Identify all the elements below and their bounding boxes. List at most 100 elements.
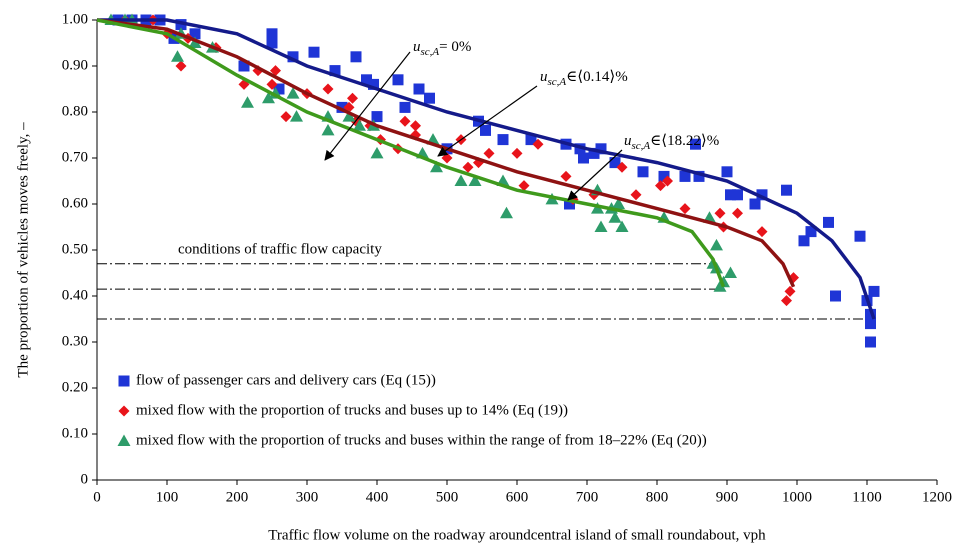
triangle-point xyxy=(710,238,723,251)
square-point xyxy=(424,92,435,104)
square-point xyxy=(865,318,876,330)
x-axis-title: Traffic flow volume on the roadway aroun… xyxy=(268,527,766,543)
diamond-point xyxy=(175,60,187,72)
fit-curve xyxy=(96,18,796,288)
diamond-point xyxy=(483,147,495,159)
x-tick-label: 800 xyxy=(646,489,669,505)
square-point xyxy=(865,308,876,320)
square-point xyxy=(361,74,372,86)
diamond-point xyxy=(118,405,130,417)
square-point xyxy=(690,138,701,150)
y-tick-label: 0.80 xyxy=(62,103,88,119)
triangle-point xyxy=(612,197,625,209)
triangle-point xyxy=(430,160,443,173)
diamond-point xyxy=(784,285,796,297)
x-tick-label: 300 xyxy=(296,489,319,505)
diamond-point xyxy=(322,83,334,95)
square-point xyxy=(578,152,589,164)
square-point xyxy=(574,143,586,155)
square-point xyxy=(588,147,600,159)
diamond-point xyxy=(270,65,281,77)
x-tick-label: 100 xyxy=(156,489,179,505)
x-tick-label: 200 xyxy=(226,489,249,505)
annotation-sub: sc,A xyxy=(632,140,651,152)
square-point xyxy=(371,111,383,123)
y-tick-label: 1.00 xyxy=(62,11,88,27)
square-point xyxy=(854,230,866,242)
square-point xyxy=(368,78,379,90)
square-point xyxy=(564,198,575,210)
y-tick-label: 0 xyxy=(81,471,89,487)
diamond-point xyxy=(518,180,530,192)
square-point xyxy=(238,60,250,72)
square-point xyxy=(480,124,491,136)
square-point xyxy=(273,83,285,95)
annotation: usc,A= 0% xyxy=(413,39,471,57)
square-point xyxy=(732,189,743,201)
triangle-point xyxy=(342,110,356,122)
square-point xyxy=(721,166,733,178)
diamond-point xyxy=(655,180,666,192)
triangle-point xyxy=(290,110,303,122)
diamond-point xyxy=(756,226,768,238)
triangle-point xyxy=(500,206,513,219)
triangle-point xyxy=(615,220,629,232)
annotation-arrow xyxy=(324,51,411,161)
triangle-point xyxy=(717,275,730,288)
legend-label: flow of passenger cars and delivery cars… xyxy=(136,372,436,388)
diamond-point xyxy=(732,207,743,219)
fit-curve xyxy=(96,18,726,288)
annotation-base: u xyxy=(413,39,421,55)
diamond-point xyxy=(462,161,474,173)
square-point xyxy=(118,375,130,387)
triangle-point xyxy=(454,174,468,186)
y-tick-label: 0.40 xyxy=(62,287,88,303)
triangle-point xyxy=(594,220,608,232)
annotation-sub: sc,A xyxy=(548,76,567,88)
square-point xyxy=(658,170,670,182)
triangle-point xyxy=(241,96,254,108)
square-point xyxy=(609,157,621,169)
square-point xyxy=(525,134,537,146)
diamond-point xyxy=(781,295,792,307)
triangle-point xyxy=(468,174,482,186)
y-axis-title: The proportion of vehicles moves freely,… xyxy=(15,122,31,378)
diamond-point xyxy=(347,92,358,104)
square-point xyxy=(781,184,792,196)
x-tick-label: 1200 xyxy=(922,489,952,505)
annotation-text: ∈⟨0.14⟩% xyxy=(566,69,628,85)
diamond-point xyxy=(511,147,523,159)
triangle-point xyxy=(370,146,384,159)
triangle-point xyxy=(608,211,622,223)
square-point xyxy=(637,166,649,178)
square-point xyxy=(350,51,362,63)
annotation-sub: sc,A xyxy=(421,46,440,58)
square-point xyxy=(865,336,876,348)
triangle-point xyxy=(321,123,335,136)
square-point xyxy=(399,101,411,113)
triangle-point xyxy=(353,119,366,131)
square-point xyxy=(413,83,425,95)
diamond-point xyxy=(679,203,691,215)
square-point xyxy=(189,28,201,40)
triangle-point xyxy=(117,434,131,446)
triangle-point xyxy=(262,91,275,104)
annotation: usc,A∈⟨18.22⟩% xyxy=(624,133,719,151)
square-point xyxy=(266,37,278,49)
diamond-point xyxy=(662,175,673,187)
square-point xyxy=(693,170,705,182)
y-tick-label: 0.60 xyxy=(62,195,88,211)
diamond-point xyxy=(532,138,544,150)
x-tick-label: 700 xyxy=(576,489,599,505)
triangle-point xyxy=(286,87,300,99)
square-point xyxy=(308,46,320,58)
square-point xyxy=(287,51,299,63)
diamond-point xyxy=(410,120,421,132)
y-tick-label: 0.30 xyxy=(62,333,88,349)
x-tick-label: 1000 xyxy=(782,489,812,505)
fit-curve xyxy=(97,18,876,320)
capacity-note: conditions of traffic flow capacity xyxy=(178,241,382,257)
square-point xyxy=(175,19,187,31)
square-point xyxy=(798,235,810,247)
